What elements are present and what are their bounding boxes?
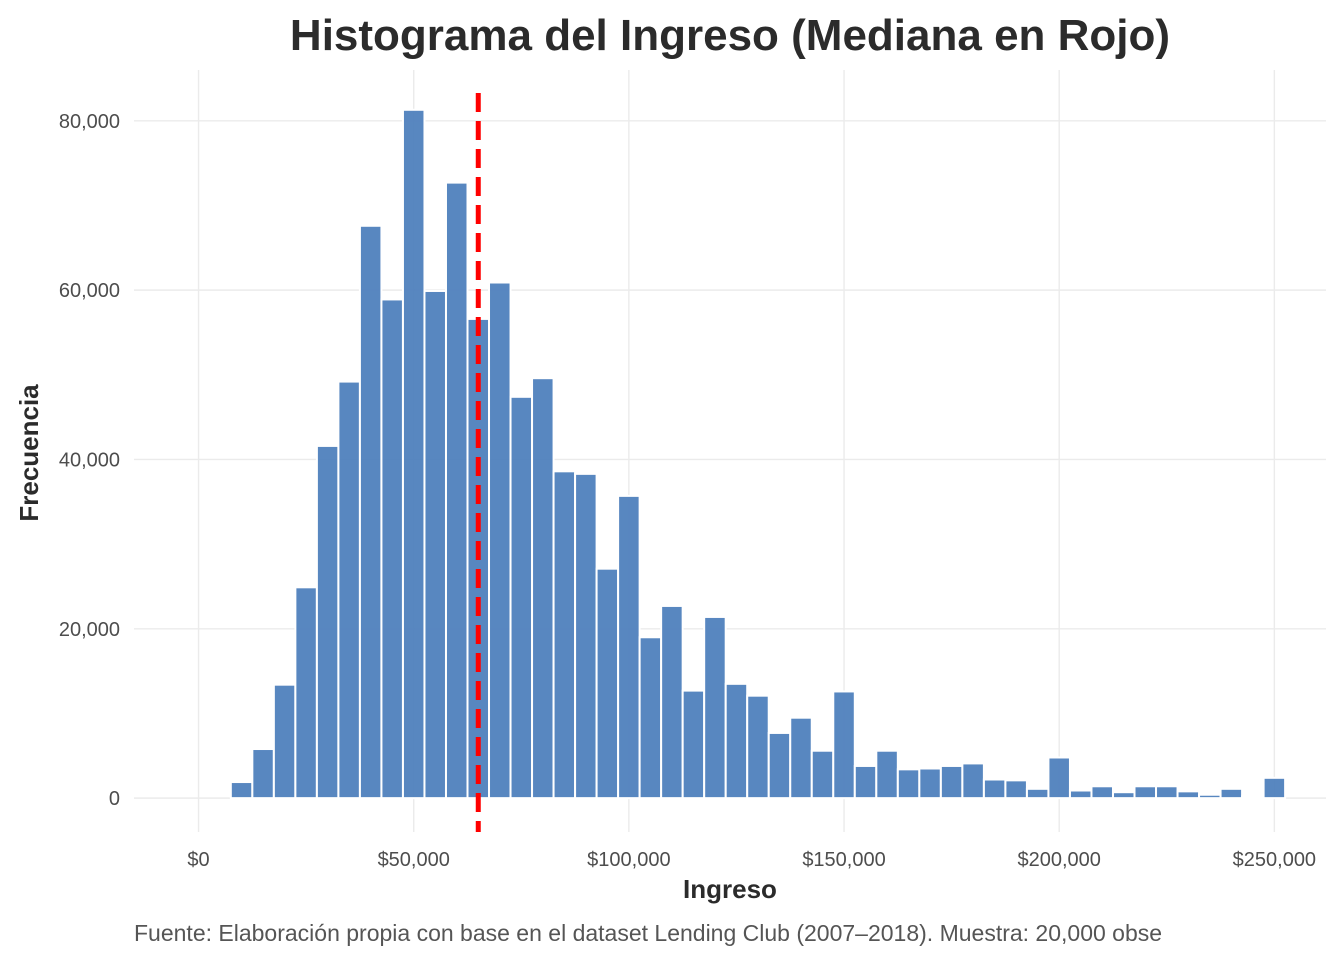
histogram-bar: [1241, 795, 1265, 800]
histogram-bar: [918, 767, 942, 800]
x-axis-title: Ingreso: [683, 874, 777, 904]
y-tick-label: 40,000: [59, 449, 120, 471]
histogram-bar: [272, 683, 297, 800]
histogram-bar: [444, 181, 469, 800]
chart-caption: Fuente: Elaboración propia con base en e…: [134, 920, 1162, 946]
x-tick-label: $50,000: [378, 849, 450, 871]
histogram-bar: [358, 224, 383, 800]
histogram-bar: [229, 781, 254, 800]
x-axis-ticks: $0 $50,000 $100,000 $150,000 $200,000 $250,00…: [187, 849, 1316, 871]
chart-title: Histograma del Ingreso (Mediana en Rojo): [290, 11, 1170, 60]
y-tick-label: 0: [109, 788, 120, 810]
histogram-bar: [552, 470, 577, 800]
x-tick-label: $200,000: [1017, 849, 1100, 871]
histogram-bar: [1068, 789, 1093, 800]
histogram-bar: [251, 748, 275, 800]
y-tick-label: 80,000: [59, 111, 120, 133]
histogram-bar: [789, 716, 813, 800]
histogram-bar: [961, 762, 985, 800]
histogram-bar: [1047, 756, 1071, 800]
histogram-bar: [660, 604, 684, 800]
histogram-bar: [315, 444, 340, 800]
histogram-bar: [767, 731, 792, 800]
histogram-bar: [1262, 776, 1287, 800]
histogram-bar: [337, 380, 361, 800]
histogram-bar: [896, 768, 921, 800]
y-axis-ticks: 0 20,000 40,000 60,000 80,000: [59, 111, 120, 810]
histogram-bar: [1025, 787, 1050, 800]
histogram-bar: [401, 108, 426, 800]
histogram-bar: [746, 694, 770, 800]
histogram-bar: [1004, 779, 1028, 800]
histogram-bar: [1198, 793, 1222, 800]
histogram-bar: [509, 395, 534, 800]
histogram-bar: [853, 764, 878, 800]
histogram-bar: [294, 586, 318, 800]
histogram-bar: [1219, 787, 1244, 800]
x-tick-label: $100,000: [587, 849, 670, 871]
histogram-bar: [488, 281, 512, 800]
histogram-bar: [380, 298, 404, 800]
histogram-bar: [638, 636, 663, 800]
histogram-bar: [1155, 785, 1179, 800]
histogram-bar: [832, 690, 856, 800]
histogram-bar: [1133, 785, 1158, 800]
histogram-bar: [617, 494, 641, 800]
histogram-bars: [229, 108, 1287, 800]
histogram-bar: [939, 764, 964, 800]
x-tick-label: $250,000: [1233, 849, 1316, 871]
y-tick-label: 20,000: [59, 619, 120, 641]
histogram-bar: [574, 472, 598, 800]
histogram-bar: [875, 749, 899, 800]
histogram-bar: [1176, 790, 1201, 800]
y-axis-title: Frecuencia: [14, 384, 44, 522]
histogram-bar: [531, 377, 555, 800]
histogram-bar: [724, 682, 749, 800]
y-tick-label: 60,000: [59, 280, 120, 302]
histogram-bar: [1111, 791, 1136, 800]
histogram-bar: [423, 289, 447, 800]
histogram-bar: [1090, 785, 1114, 800]
histogram-bar: [810, 749, 835, 800]
histogram-bar: [982, 778, 1007, 800]
histogram-bar: [595, 567, 620, 800]
x-tick-label: $0: [187, 849, 209, 871]
histogram-bar: [703, 615, 727, 800]
x-tick-label: $150,000: [802, 849, 885, 871]
histogram-bar: [681, 689, 706, 800]
